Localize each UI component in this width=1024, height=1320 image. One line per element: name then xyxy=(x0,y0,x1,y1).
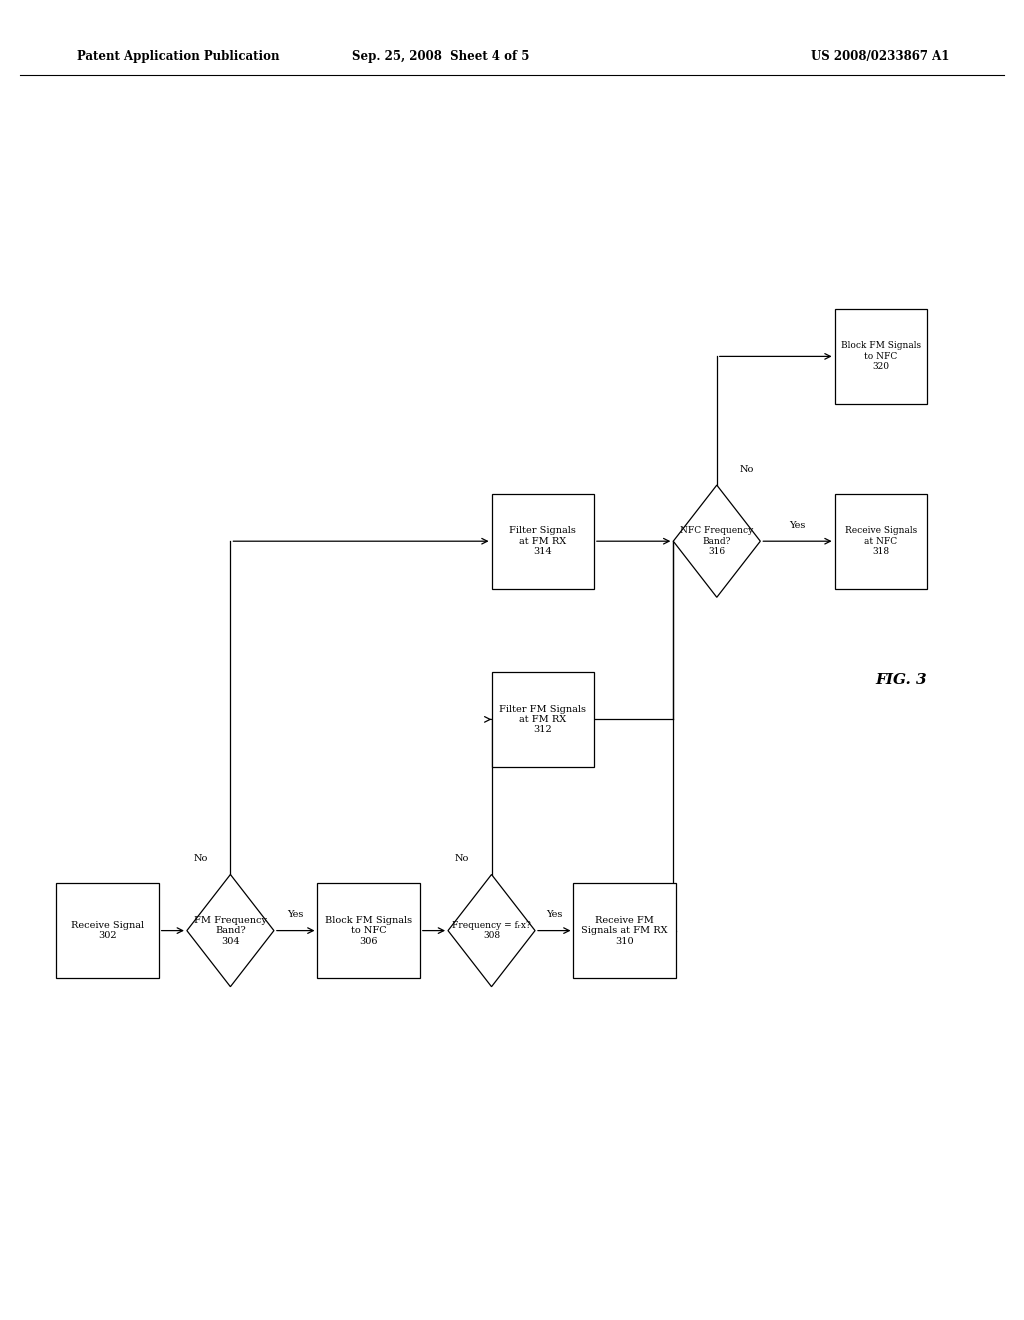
Text: Block FM Signals
to NFC
306: Block FM Signals to NFC 306 xyxy=(325,916,413,945)
Text: Yes: Yes xyxy=(288,911,304,919)
Polygon shape xyxy=(449,875,535,987)
FancyBboxPatch shape xyxy=(492,494,594,589)
Text: Receive FM
Signals at FM RX
310: Receive FM Signals at FM RX 310 xyxy=(582,916,668,945)
FancyBboxPatch shape xyxy=(317,883,420,978)
Text: FIG. 3: FIG. 3 xyxy=(876,673,927,686)
Text: FM Frequency
Band?
304: FM Frequency Band? 304 xyxy=(194,916,267,945)
Text: Yes: Yes xyxy=(546,911,562,919)
FancyBboxPatch shape xyxy=(835,309,927,404)
FancyBboxPatch shape xyxy=(492,672,594,767)
Text: Filter FM Signals
at FM RX
312: Filter FM Signals at FM RX 312 xyxy=(500,705,586,734)
Text: No: No xyxy=(455,854,469,863)
Polygon shape xyxy=(674,486,760,597)
Text: NFC Frequency
Band?
316: NFC Frequency Band? 316 xyxy=(680,527,754,556)
Text: No: No xyxy=(194,854,208,863)
Text: Frequency = fᵣx?
308: Frequency = fᵣx? 308 xyxy=(453,921,530,940)
FancyBboxPatch shape xyxy=(573,883,676,978)
Text: Sep. 25, 2008  Sheet 4 of 5: Sep. 25, 2008 Sheet 4 of 5 xyxy=(351,50,529,63)
Text: Receive Signals
at NFC
318: Receive Signals at NFC 318 xyxy=(845,527,916,556)
Text: Receive Signal
302: Receive Signal 302 xyxy=(71,921,144,940)
Text: Block FM Signals
to NFC
320: Block FM Signals to NFC 320 xyxy=(841,342,921,371)
Text: Filter Signals
at FM RX
314: Filter Signals at FM RX 314 xyxy=(509,527,577,556)
Polygon shape xyxy=(186,875,274,987)
FancyBboxPatch shape xyxy=(56,883,159,978)
Text: US 2008/0233867 A1: US 2008/0233867 A1 xyxy=(811,50,950,63)
Text: Patent Application Publication: Patent Application Publication xyxy=(77,50,280,63)
Text: No: No xyxy=(739,465,754,474)
Text: Yes: Yes xyxy=(790,521,806,529)
FancyBboxPatch shape xyxy=(835,494,927,589)
